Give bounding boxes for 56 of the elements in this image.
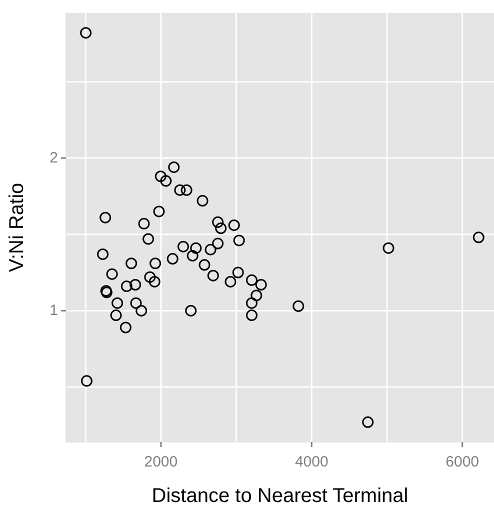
point [246,297,258,309]
point [255,279,267,290]
x-axis-title: Distance to Nearest Terminal [152,485,408,507]
point [97,248,109,260]
point [180,184,192,196]
point [148,276,160,288]
point [153,206,165,218]
point [160,175,172,187]
point [292,300,304,312]
point [232,266,244,278]
point [178,240,189,252]
y-tick-label: 2 [50,150,58,167]
x-tick-label: 2000 [144,454,178,470]
point [198,259,210,271]
point [212,216,224,228]
point [246,274,258,286]
point [233,234,245,246]
point [130,297,142,309]
point [100,212,112,224]
point [215,222,227,234]
point [136,304,148,316]
point [190,242,202,254]
point [138,218,150,230]
point [186,250,198,262]
point [382,242,394,254]
point [246,310,258,322]
point [250,290,262,302]
y-tick-label: 1 [50,302,58,320]
point [106,268,118,280]
point [228,219,240,231]
point [472,232,484,244]
point [166,253,178,265]
point [174,184,186,196]
x-tick-label: 4000 [294,454,328,470]
point [144,271,156,283]
point [362,416,374,428]
point [80,375,92,387]
point [224,276,236,288]
point [154,170,166,182]
point [185,304,197,316]
point [126,258,138,270]
point [207,270,219,282]
point [212,238,224,250]
point [80,27,92,39]
point [196,195,208,207]
point [120,322,132,334]
point [204,244,216,256]
point [150,258,162,270]
point [110,310,122,322]
point [112,297,124,309]
point [142,233,154,245]
point [130,279,142,290]
point [168,161,180,173]
point [120,280,132,292]
x-tick-label: 6000 [446,454,480,470]
y-axis-title: V:Ni Ratio [6,182,28,272]
